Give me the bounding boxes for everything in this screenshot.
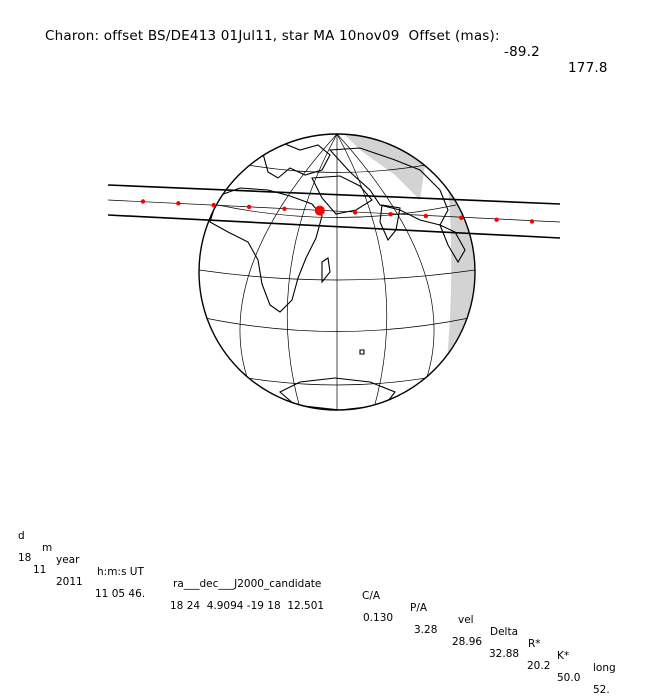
track-point: [176, 201, 181, 206]
closest-approach-point: [314, 205, 325, 216]
col-pa: P/A: [410, 602, 428, 614]
val-time: 11 05 46.: [95, 588, 146, 600]
track-point: [352, 210, 358, 215]
col-rstar: R*: [528, 638, 541, 650]
col-ca: C/A: [362, 590, 381, 602]
val-pa: 3.28: [414, 624, 438, 636]
val-rstar: 20.2: [527, 660, 551, 672]
track-point: [140, 199, 146, 204]
col-vel: vel: [458, 614, 474, 626]
track-point: [423, 213, 429, 219]
offset-dec-value: 177.8: [568, 60, 608, 76]
shadow-north-limit: [107, 184, 561, 205]
shadow-south-limit: [107, 214, 561, 239]
col-long: long: [593, 662, 616, 674]
track-point: [388, 212, 393, 217]
plot-title: Charon: offset BS/DE413 01Jul11, star MA…: [36, 12, 607, 76]
track-point: [494, 217, 499, 222]
track-point: [529, 219, 535, 224]
val-d: 18: [18, 552, 32, 564]
col-m: m: [42, 542, 53, 554]
title-text: Charon: offset BS/DE413 01Jul11, star MA…: [44, 28, 500, 44]
val-kstar: 50.0: [557, 672, 581, 684]
track-point: [211, 202, 216, 208]
track-point: [246, 204, 252, 210]
col-delta: Delta: [490, 626, 519, 638]
globe-map: [107, 133, 561, 411]
val-long: 52.: [593, 684, 610, 696]
col-d: d: [18, 530, 25, 542]
night-shade: [345, 134, 475, 410]
shadow-path: [107, 184, 561, 239]
col-radec: ra___dec___J2000_candidate: [173, 578, 322, 590]
table-data-row: 18 11 2011 11 05 46. 18 24 4.9094 -19 18…: [0, 540, 610, 696]
graticule: [199, 134, 475, 410]
val-m: 11: [33, 564, 47, 576]
col-year: year: [56, 554, 80, 566]
val-vel: 28.96: [452, 636, 483, 648]
val-delta: 32.88: [489, 648, 520, 660]
offset-ra-value: -89.2: [504, 44, 540, 60]
track-points: [140, 199, 535, 224]
shadow-centerline: [107, 199, 561, 223]
val-ca: 0.130: [363, 612, 394, 624]
col-kstar: K*: [557, 650, 570, 662]
val-radec: 18 24 4.9094 -19 18 12.501: [170, 600, 325, 612]
track-point: [282, 206, 287, 211]
val-year: 2011: [56, 576, 83, 588]
globe-limb: [198, 133, 476, 411]
track-point: [459, 215, 464, 221]
